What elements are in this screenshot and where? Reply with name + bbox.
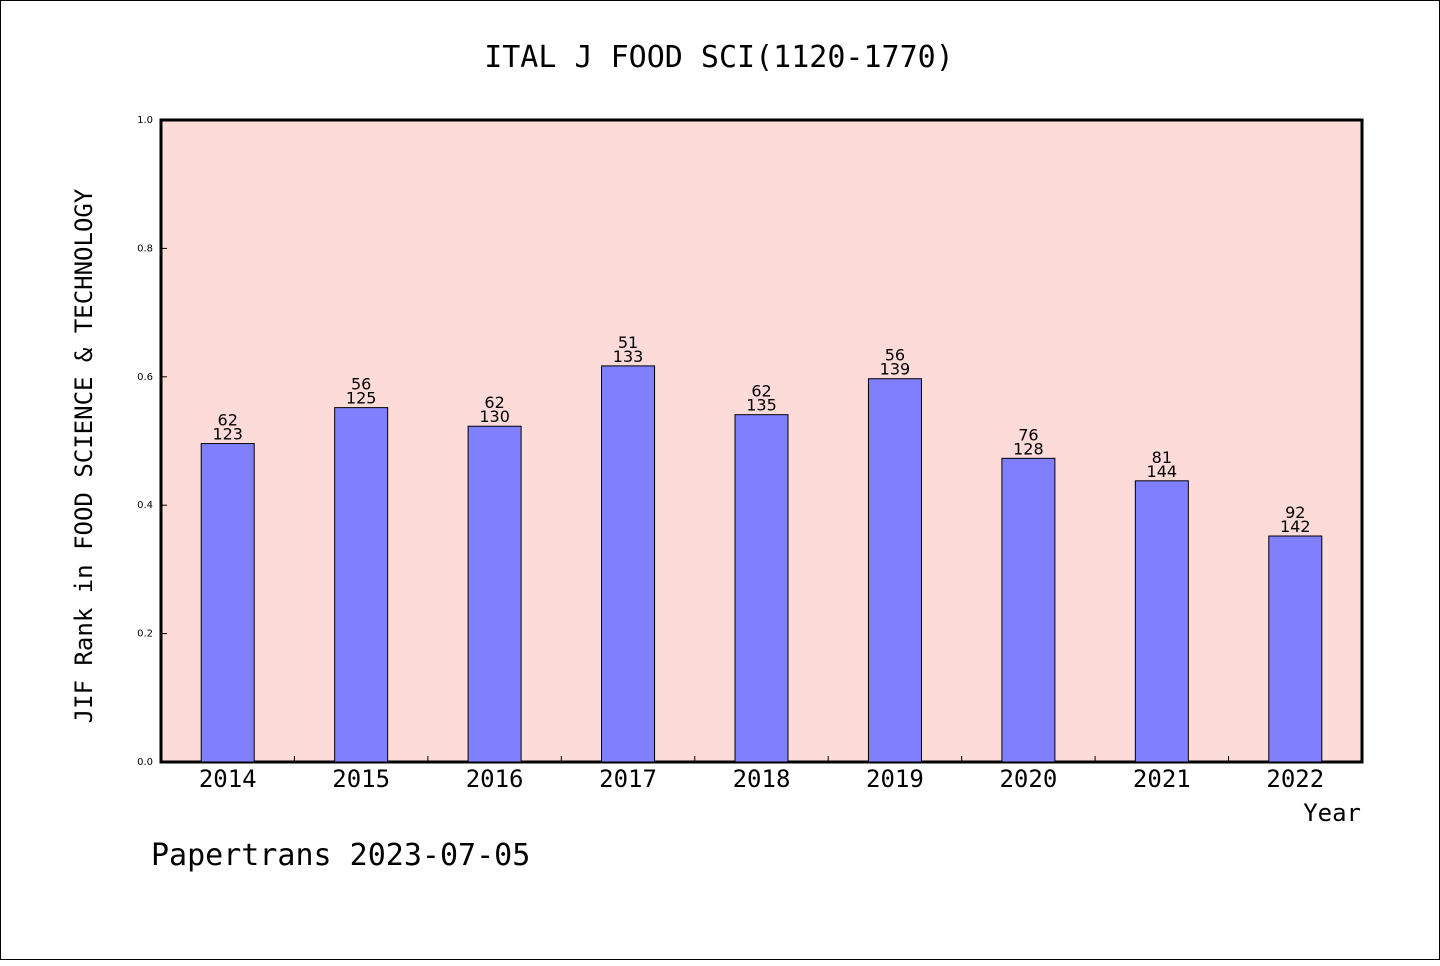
y-tick-label: 0.0	[137, 757, 153, 768]
y-tick-label: 0.4	[137, 500, 153, 511]
x-tick-label: 2020	[999, 765, 1057, 793]
x-tick-label: 2017	[599, 765, 657, 793]
bar-rank-label: 56	[885, 346, 905, 365]
bar-2021	[1134, 480, 1189, 763]
bar-rank-label: 51	[618, 333, 638, 352]
x-axis: 2014 2015 2016 2017 2018 2019 2020 2021 2022	[199, 756, 1324, 793]
bar-2014	[200, 443, 255, 763]
bar-total-label: 130	[479, 407, 510, 426]
x-tick-label: 2022	[1266, 765, 1324, 793]
x-tick-label: 2019	[866, 765, 924, 793]
bar-total-label: 123	[212, 425, 243, 444]
bar-total-label: 139	[880, 360, 911, 379]
x-tick-label: 2018	[733, 765, 791, 793]
y-tick-label: 0.2	[137, 629, 153, 640]
bar-total-label: 142	[1280, 517, 1311, 536]
bar-rank-label: 62	[218, 411, 238, 430]
bar-2017	[601, 365, 656, 763]
x-tick-label: 2015	[332, 765, 390, 793]
chart-title: ITAL J FOOD SCI(1120-1770)	[484, 40, 954, 75]
bar-rank-label: 62	[751, 382, 771, 401]
bar-rank-label: 56	[351, 375, 371, 394]
bar-total-label: 144	[1147, 462, 1178, 481]
x-tick-label: 2021	[1133, 765, 1191, 793]
bar-total-label: 133	[613, 347, 644, 366]
footer-text: Papertrans 2023-07-05	[151, 838, 530, 873]
bar-2020	[1001, 457, 1056, 763]
y-tick-label: 1.0	[137, 115, 153, 126]
bar-total-label: 125	[346, 389, 377, 408]
x-tick-label: 2014	[199, 765, 257, 793]
bar-2019	[867, 378, 922, 763]
bar-total-label: 135	[746, 396, 777, 415]
bar-rank-label: 92	[1285, 503, 1305, 522]
bar-rank-label: 76	[1018, 425, 1038, 444]
x-axis-label: Year	[1303, 799, 1361, 827]
bar-rank-label: 81	[1152, 448, 1172, 467]
y-axis: 0.0 0.2 0.4 0.6 0.8 1.0	[137, 115, 167, 768]
y-tick-label: 0.6	[137, 372, 153, 383]
bar-rank-label: 62	[484, 393, 504, 412]
x-tick-label: 2016	[466, 765, 524, 793]
bar-2022	[1268, 535, 1323, 763]
bar-total-label: 128	[1013, 439, 1044, 458]
bar-2015	[334, 407, 389, 763]
y-tick-label: 0.8	[137, 243, 153, 254]
bar-2018	[734, 414, 789, 763]
bar-2016	[467, 425, 522, 763]
y-axis-label: JIF Rank in FOOD SCIENCE & TECHNOLOGY	[70, 188, 98, 723]
